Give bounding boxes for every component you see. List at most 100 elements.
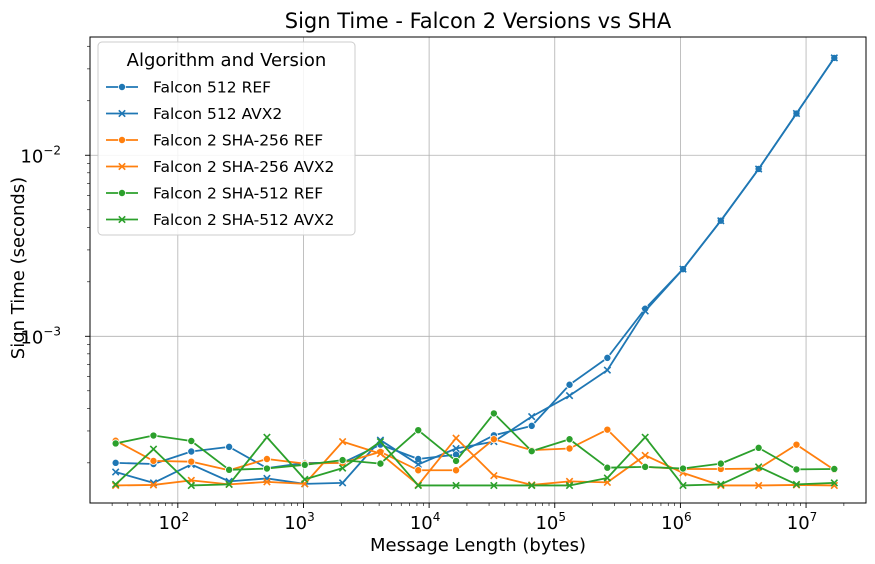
data-point xyxy=(149,456,158,465)
data-point xyxy=(225,480,233,489)
legend-label: Falcon 512 AVX2 xyxy=(153,105,282,123)
data-point xyxy=(830,479,839,487)
x-tick-label: 107 xyxy=(787,510,818,534)
data-point xyxy=(754,443,763,452)
data-point xyxy=(376,437,385,446)
data-point xyxy=(792,440,801,449)
data-point xyxy=(565,435,574,444)
data-point xyxy=(187,447,196,456)
data-point xyxy=(527,481,536,490)
legend-marker xyxy=(118,215,126,224)
data-point xyxy=(111,468,120,476)
data-point xyxy=(414,460,422,469)
series-line xyxy=(115,436,835,487)
series-line xyxy=(115,412,835,471)
chart-title: Sign Time - Falcon 2 Versions vs SHA xyxy=(285,9,672,33)
data-point xyxy=(792,465,801,474)
data-point xyxy=(641,451,649,460)
series-6 xyxy=(111,433,839,490)
data-point xyxy=(376,459,385,468)
data-point xyxy=(490,471,498,480)
data-point xyxy=(717,216,725,225)
data-point xyxy=(527,412,536,421)
legend-marker xyxy=(118,135,127,144)
legend-marker xyxy=(118,109,126,118)
data-point xyxy=(489,435,498,444)
data-point xyxy=(830,54,839,62)
data-point xyxy=(452,444,460,453)
data-point xyxy=(414,466,423,475)
data-point xyxy=(111,480,120,489)
data-point xyxy=(338,437,347,446)
data-point xyxy=(263,433,271,441)
legend-marker xyxy=(118,83,127,92)
x-axis-label: Message Length (bytes) xyxy=(370,535,586,556)
series-line xyxy=(115,437,835,487)
data-point xyxy=(679,265,687,273)
data-point xyxy=(111,458,120,467)
data-point xyxy=(754,481,763,490)
data-point xyxy=(300,460,309,469)
data-point xyxy=(565,380,574,389)
data-point xyxy=(490,481,498,490)
legend-box xyxy=(97,41,356,236)
data-point xyxy=(678,464,687,473)
data-point xyxy=(792,480,801,489)
data-point xyxy=(376,449,385,458)
data-point xyxy=(565,391,574,400)
x-tick-label: 104 xyxy=(410,510,441,534)
data-point xyxy=(452,481,460,490)
data-point xyxy=(414,481,422,490)
y-axis-label: Sign Time (seconds) xyxy=(8,177,29,359)
data-point xyxy=(717,480,725,489)
data-point xyxy=(149,431,158,440)
legend-label: Falcon 2 SHA-256 REF xyxy=(153,132,323,150)
data-point xyxy=(679,481,687,490)
data-point xyxy=(527,421,536,430)
data-point xyxy=(603,366,612,374)
legend-label: Falcon 2 SHA-256 AVX2 xyxy=(153,158,334,176)
data-point xyxy=(641,462,650,471)
data-point xyxy=(338,456,347,465)
legend-label: Falcon 2 SHA-512 REF xyxy=(153,185,323,203)
data-point xyxy=(603,353,612,362)
legend-marker xyxy=(118,188,127,197)
data-point xyxy=(565,481,574,490)
legend-title: Algorithm and Version xyxy=(127,50,327,71)
series-3 xyxy=(111,425,839,475)
data-point xyxy=(603,474,612,482)
x-tick-label: 102 xyxy=(159,510,190,534)
data-point xyxy=(716,459,725,468)
data-point xyxy=(300,475,309,484)
series-line xyxy=(115,428,835,472)
data-point xyxy=(641,307,649,315)
series-line xyxy=(115,57,836,485)
plot-frame xyxy=(89,36,867,504)
legend-label: Falcon 2 SHA-512 AVX2 xyxy=(153,211,334,229)
y-tick-label: 10−2 xyxy=(20,143,61,167)
data-point xyxy=(225,465,234,474)
data-point xyxy=(527,447,536,456)
data-point xyxy=(149,481,158,489)
data-point xyxy=(603,463,612,472)
data-point xyxy=(262,455,271,464)
data-point xyxy=(414,426,423,435)
legend: Algorithm and Version Falcon 512 REF Falco… xyxy=(97,41,356,236)
legend-marker xyxy=(118,162,126,171)
data-point xyxy=(187,457,196,466)
data-point xyxy=(187,437,196,446)
data-point xyxy=(187,481,196,490)
data-point xyxy=(452,466,461,475)
data-point xyxy=(414,455,423,464)
x-tick-label: 103 xyxy=(284,510,315,534)
data-point xyxy=(338,464,347,472)
data-point xyxy=(225,442,234,451)
data-point xyxy=(565,444,574,453)
data-point xyxy=(338,479,347,487)
data-point xyxy=(641,433,649,441)
data-point xyxy=(792,109,801,118)
legend-label: Falcon 512 REF xyxy=(153,79,271,97)
